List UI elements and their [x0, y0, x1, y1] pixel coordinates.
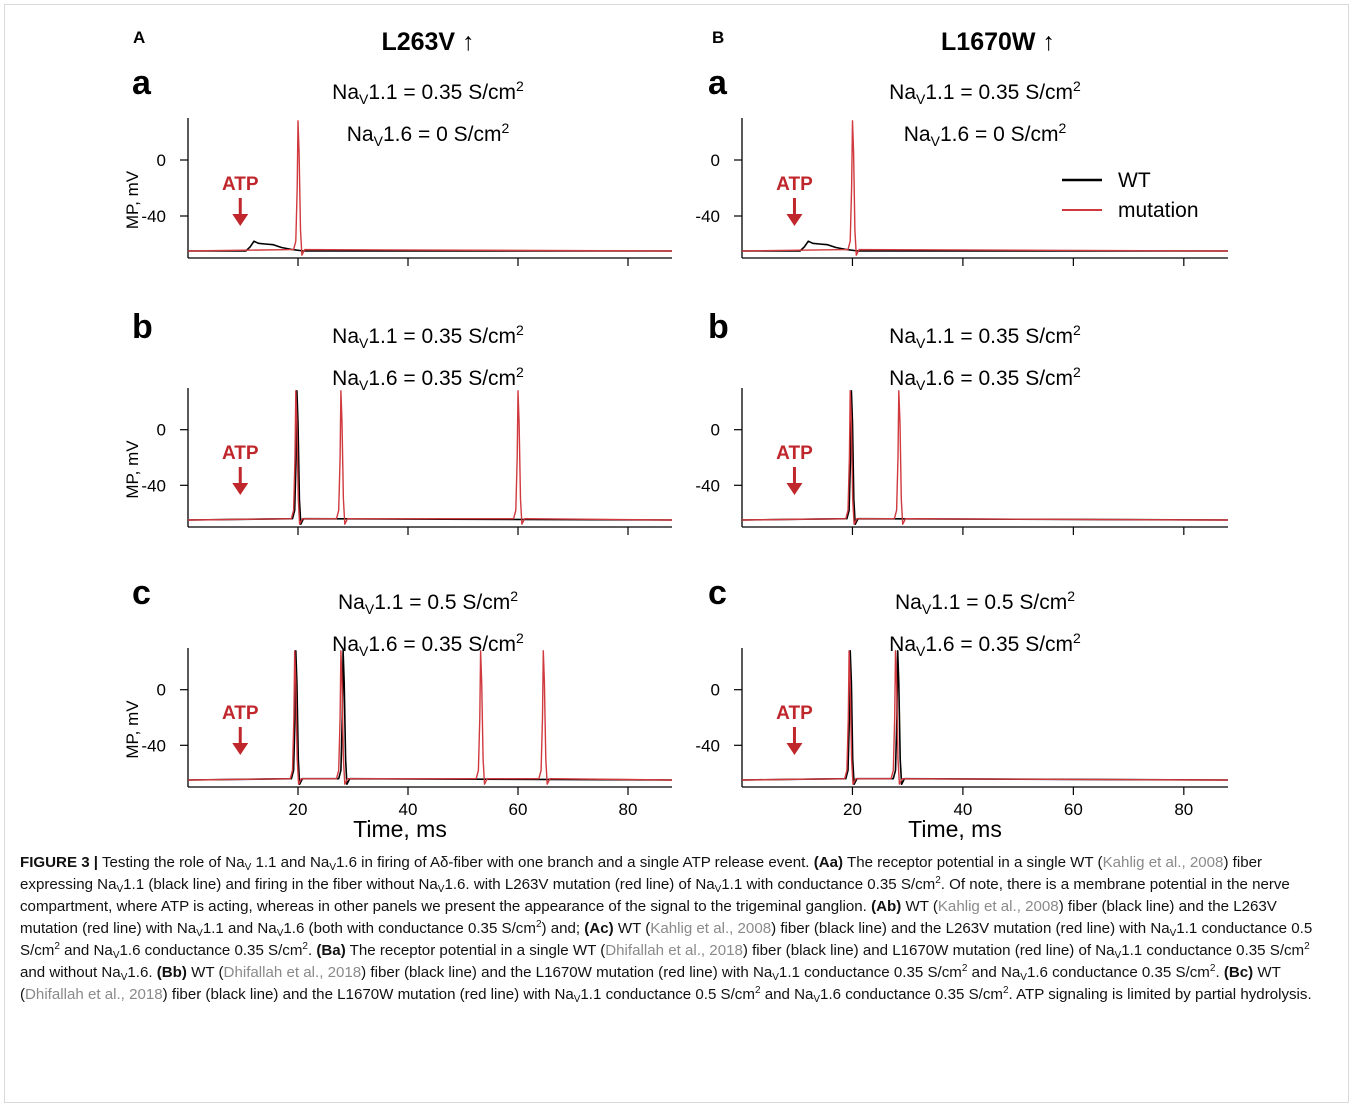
- x-tick-label-Bc: 40: [953, 800, 972, 819]
- atp-arrow-icon-Ba: [786, 214, 803, 226]
- row-letter-Aa: a: [132, 64, 151, 102]
- mutation-name-b: L1670W: [941, 28, 1036, 56]
- up-arrow-icon: ↑: [1042, 28, 1055, 56]
- legend-wt-label: WT: [1118, 169, 1151, 192]
- atp-label-Aa: ATP: [222, 174, 259, 195]
- y-tick-label-Ab: 0: [157, 421, 166, 440]
- figure-label: FIGURE 3 |: [20, 854, 99, 871]
- wt-trace-Ba: [742, 240, 1228, 252]
- x-tick-label-Bc: 80: [1174, 800, 1193, 819]
- row-letter-Ab: b: [132, 308, 153, 346]
- x-tick-label-Ac: 60: [509, 800, 528, 819]
- citation-link[interactable]: Kahlig et al., 2008: [937, 898, 1059, 915]
- conductance-label-Ba: NaV1.1 = 0.35 S/cm2 NaV1.6 = 0 S/cm2: [889, 78, 1081, 149]
- mutation-trace-Ba: [741, 120, 1229, 256]
- y-tick-label-Ac: -40: [141, 736, 166, 755]
- conductance-label-Bb: NaV1.1 = 0.35 S/cm2 NaV1.6 = 0.35 S/cm2: [889, 322, 1081, 393]
- x-axis-label-Ac: Time, ms: [353, 816, 447, 842]
- wt-trace-Bc: [741, 650, 1229, 785]
- row-letter-Bc: c: [708, 574, 727, 612]
- conductance-label-Bc: NaV1.1 = 0.5 S/cm2 NaV1.6 = 0.35 S/cm2: [889, 588, 1081, 659]
- y-tick-label-Ab: -40: [141, 476, 166, 495]
- atp-arrow-icon-Ab: [232, 483, 249, 495]
- conductance-label-Aa: NaV1.1 = 0.35 S/cm2 NaV1.6 = 0 S/cm2: [332, 78, 524, 149]
- column-letter-a: A: [133, 28, 146, 47]
- x-tick-label-Bc: 20: [843, 800, 862, 819]
- y-tick-label-Aa: -40: [141, 207, 166, 226]
- mutation-trace-Ab: [187, 390, 673, 525]
- atp-label-Ba: ATP: [776, 174, 813, 195]
- x-tick-label-Bc: 60: [1064, 800, 1083, 819]
- atp-arrow-icon-Bb: [786, 483, 803, 495]
- y-tick-label-Ba: -40: [695, 207, 720, 226]
- atp-label-Bc: ATP: [776, 703, 813, 724]
- x-tick-label-Ac: 20: [289, 800, 308, 819]
- y-tick-label-Ba: 0: [711, 151, 720, 170]
- up-arrow-icon: ↑: [462, 28, 475, 56]
- column-letter-b: B: [712, 28, 725, 47]
- citation-link[interactable]: Kahlig et al., 2008: [1102, 854, 1224, 871]
- mutation-title-b: L1670W ↑: [941, 28, 1055, 57]
- figure-caption: FIGURE 3 | Testing the role of NaV 1.1 a…: [20, 854, 1313, 1005]
- wt-trace-Bb: [741, 390, 1229, 525]
- mutation-trace-Ac: [187, 650, 673, 785]
- row-letter-Bb: b: [708, 308, 729, 346]
- figure-frame: [4, 4, 1349, 1103]
- y-axis-label-Ac: MP, mV: [123, 700, 142, 759]
- y-tick-label-Bb: 0: [711, 421, 720, 440]
- wt-trace-Ac: [187, 650, 673, 785]
- y-tick-label-Bc: 0: [711, 681, 720, 700]
- atp-label-Ac: ATP: [222, 703, 259, 724]
- citation-link[interactable]: Dhifallah et al., 2018: [223, 964, 362, 981]
- x-tick-label-Ac: 80: [619, 800, 638, 819]
- row-letter-Ba: a: [708, 64, 727, 102]
- y-axis-label-Ab: MP, mV: [123, 440, 142, 499]
- citation-link[interactable]: Dhifallah et al., 2018: [25, 986, 163, 1003]
- atp-label-Ab: ATP: [222, 443, 259, 464]
- y-axis-label-Aa: MP, mV: [123, 170, 142, 229]
- y-tick-label-Bb: -40: [695, 476, 720, 495]
- atp-arrow-icon-Bc: [786, 743, 803, 755]
- citation-link[interactable]: Dhifallah et al., 2018: [605, 942, 743, 959]
- conductance-label-Ac: NaV1.1 = 0.5 S/cm2 NaV1.6 = 0.35 S/cm2: [332, 588, 524, 659]
- x-tick-label-Ac: 40: [399, 800, 418, 819]
- y-tick-label-Bc: -40: [695, 736, 720, 755]
- atp-label-Bb: ATP: [776, 443, 813, 464]
- legend-mutation-label: mutation: [1118, 199, 1199, 222]
- row-letter-Ac: c: [132, 574, 151, 612]
- conductance-label-Ab: NaV1.1 = 0.35 S/cm2 NaV1.6 = 0.35 S/cm2: [332, 322, 524, 393]
- mutation-trace-Aa: [187, 120, 673, 256]
- y-tick-label-Ac: 0: [157, 681, 166, 700]
- mutation-trace-Bc: [741, 650, 1229, 785]
- x-axis-label-Bc: Time, ms: [908, 816, 1002, 842]
- mutation-title-a: L263V ↑: [381, 28, 474, 57]
- y-tick-label-Aa: 0: [157, 151, 166, 170]
- mutation-name-a: L263V: [381, 28, 456, 56]
- wt-trace-Ab: [187, 390, 673, 525]
- wt-trace-Aa: [188, 240, 672, 252]
- atp-arrow-icon-Ac: [232, 743, 249, 755]
- atp-arrow-icon-Aa: [232, 214, 249, 226]
- citation-link[interactable]: Kahlig et al., 2008: [650, 920, 772, 937]
- mutation-trace-Bb: [741, 390, 1229, 525]
